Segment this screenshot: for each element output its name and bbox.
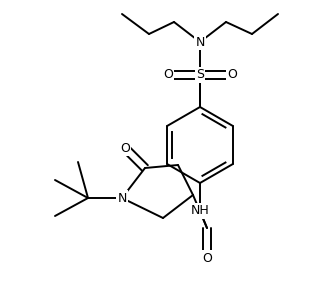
Text: N: N [117, 192, 127, 204]
Text: O: O [163, 69, 173, 81]
Text: O: O [120, 142, 130, 154]
Text: NH: NH [191, 204, 209, 218]
Text: N: N [195, 36, 205, 48]
Text: O: O [227, 69, 237, 81]
Text: O: O [202, 251, 212, 265]
Text: S: S [196, 69, 204, 81]
